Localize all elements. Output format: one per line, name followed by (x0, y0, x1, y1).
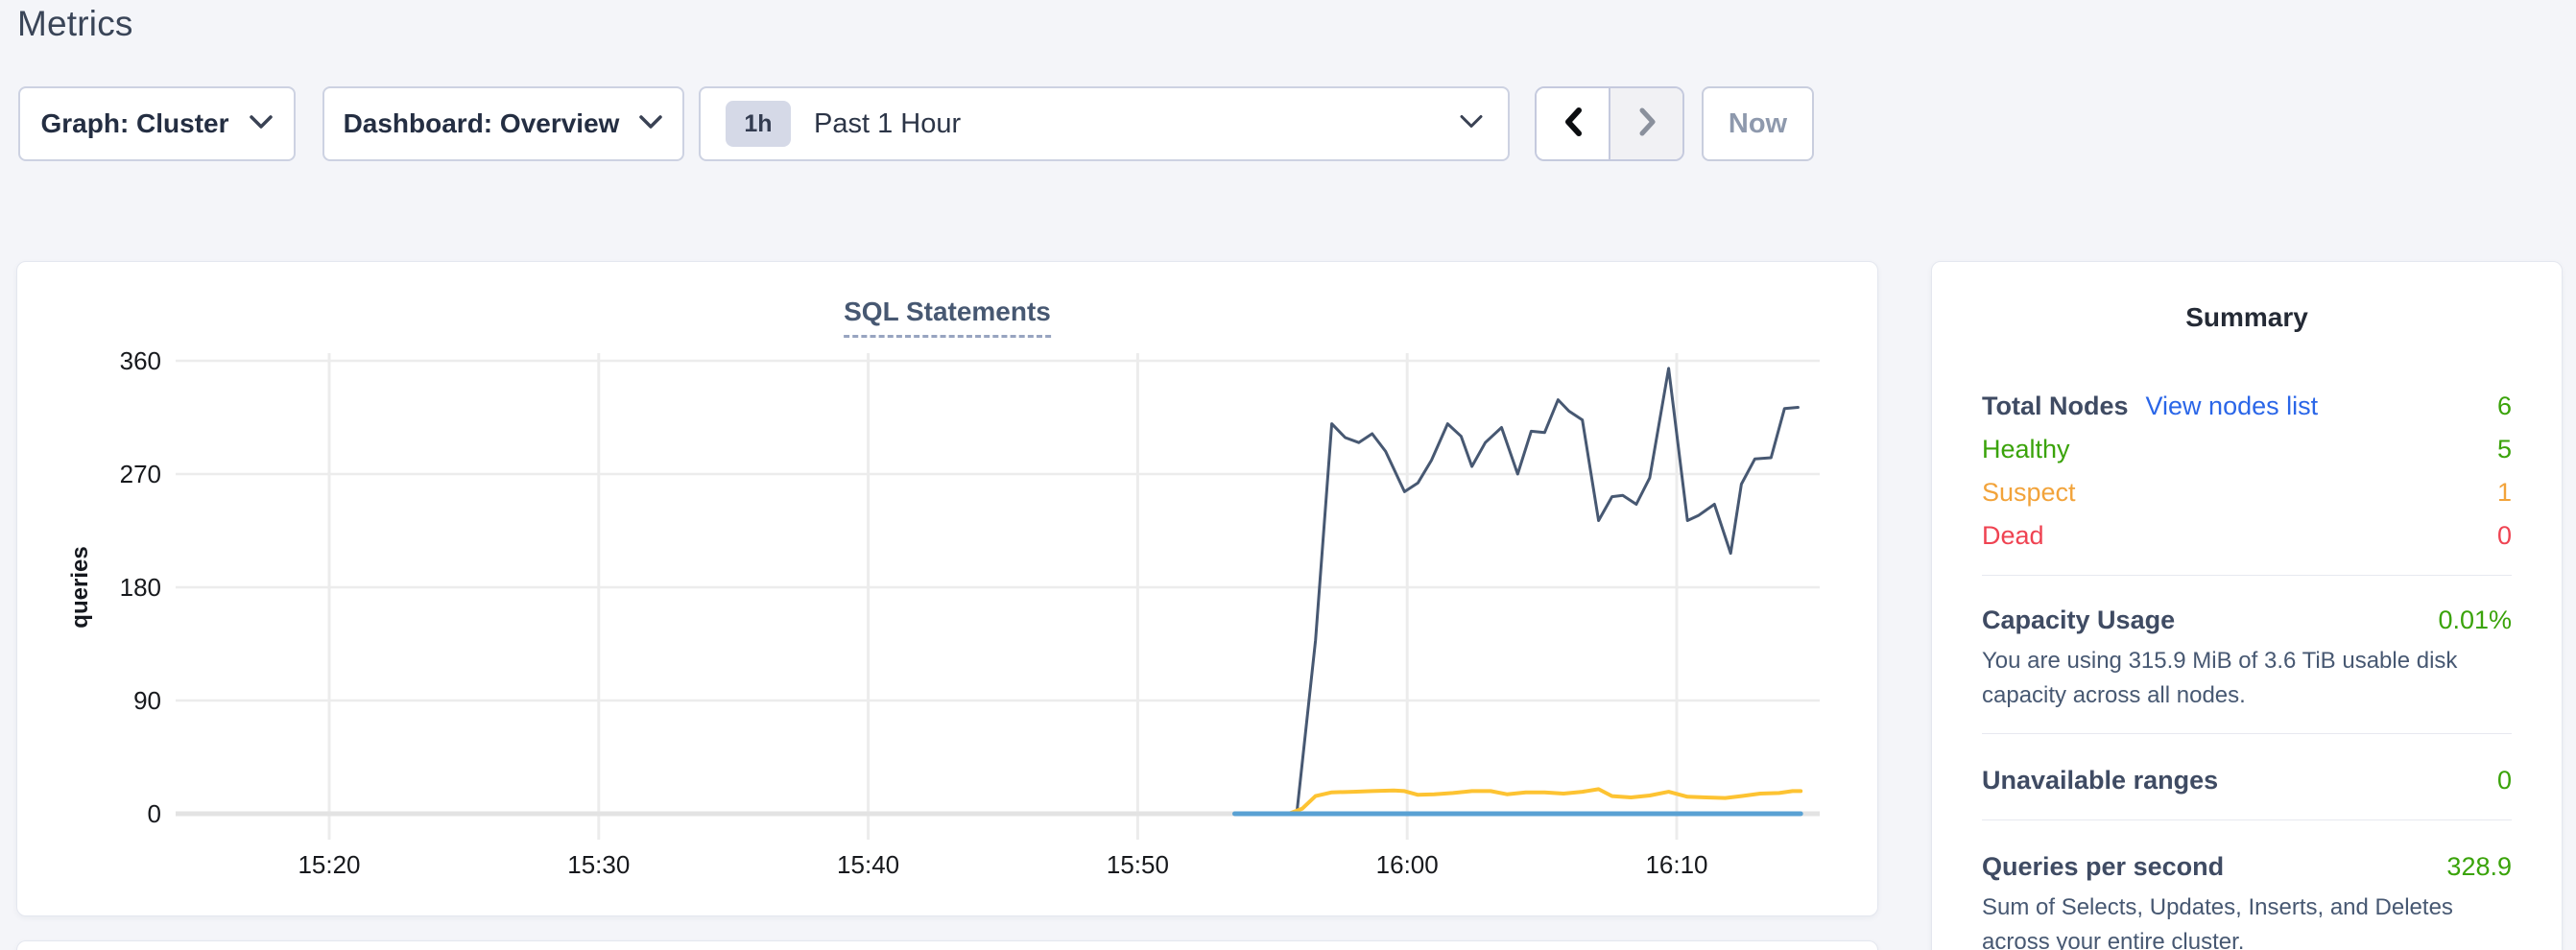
chevron-left-icon (1560, 106, 1586, 143)
time-range-dropdown[interactable]: 1h Past 1 Hour (699, 86, 1510, 161)
capacity-usage-description: You are using 315.9 MiB of 3.6 TiB usabl… (1982, 648, 2458, 708)
chart-line-series-1 (1295, 367, 1800, 816)
graph-scope-dropdown-label: Graph: Cluster (40, 108, 229, 138)
chart-line-series-2 (1286, 787, 1803, 816)
queries-per-second-value: 328.9 (2446, 852, 2512, 881)
queries-per-second-description: Sum of Selects, Updates, Inserts, and De… (1982, 894, 2453, 950)
dashboard-dropdown-label: Dashboard: Overview (343, 108, 620, 138)
y-tick-label: 90 (133, 686, 161, 715)
suspect-value: 1 (2496, 478, 2512, 507)
time-range-badge: 1h (726, 101, 791, 147)
unavailable-ranges-row: Unavailable ranges 0 (1982, 766, 2512, 795)
suspect-nodes-row: Suspect 1 (1982, 471, 2512, 514)
capacity-usage-value: 0.01% (2438, 606, 2512, 634)
time-pager (1535, 86, 1684, 161)
healthy-label: Healthy (1982, 435, 2070, 463)
chevron-down-icon (1460, 114, 1483, 133)
x-tick-label: 16:10 (1645, 850, 1707, 879)
summary-title: Summary (2185, 302, 2308, 332)
divider (1982, 819, 2512, 820)
summary-panel: Summary Total Nodes View nodes list 6 He… (1931, 261, 2563, 950)
capacity-usage-row: Capacity Usage 0.01% (1982, 606, 2512, 634)
divider (1982, 575, 2512, 576)
y-tick-label: 270 (120, 460, 161, 488)
dead-value: 0 (2496, 521, 2512, 550)
queries-per-second-row: Queries per second 328.9 (1982, 852, 2512, 881)
y-tick-label: 0 (148, 799, 161, 828)
y-tick-label: 180 (120, 573, 161, 602)
total-nodes-value: 6 (2496, 392, 2512, 420)
sql-statements-chart[interactable]: 15:20 15:30 15:40 15:50 16:00 16:10 0 90 180 270 3… (17, 262, 1879, 917)
y-tick-label: 360 (120, 346, 161, 375)
unavailable-ranges-label: Unavailable ranges (1982, 766, 2219, 795)
graph-scope-dropdown[interactable]: Graph: Cluster (18, 86, 296, 161)
healthy-nodes-row: Healthy 5 (1982, 428, 2512, 471)
unavailable-ranges-value: 0 (2496, 766, 2512, 795)
y-axis-label: queries (67, 546, 93, 628)
dead-label: Dead (1982, 521, 2044, 550)
healthy-value: 5 (2496, 435, 2512, 463)
sql-statements-chart-card: SQL Statements 15:20 15:30 15:40 15:50 16:00… (16, 261, 1878, 916)
total-nodes-row: Total Nodes View nodes list 6 (1982, 385, 2512, 428)
x-tick-label: 15:20 (298, 850, 360, 879)
divider (1982, 733, 2512, 734)
total-nodes-label: Total Nodes (1982, 392, 2129, 420)
x-tick-label: 15:40 (837, 850, 899, 879)
x-tick-label: 16:00 (1376, 850, 1439, 879)
capacity-usage-label: Capacity Usage (1982, 606, 2176, 634)
chart-title[interactable]: SQL Statements (844, 297, 1051, 338)
chevron-right-icon (1634, 106, 1660, 143)
time-range-label: Past 1 Hour (814, 107, 962, 139)
x-tick-label: 15:30 (567, 850, 630, 879)
now-button[interactable]: Now (1702, 86, 1814, 161)
previous-time-window-button[interactable] (1537, 88, 1609, 159)
x-tick-label: 15:50 (1107, 850, 1169, 879)
dashboard-dropdown[interactable]: Dashboard: Overview (322, 86, 684, 161)
chevron-down-icon (638, 114, 663, 134)
suspect-label: Suspect (1982, 478, 2076, 507)
page-title: Metrics (17, 4, 133, 43)
next-chart-card-partial (16, 940, 1878, 950)
dead-nodes-row: Dead 0 (1982, 514, 2512, 558)
chevron-down-icon (249, 114, 274, 134)
queries-per-second-label: Queries per second (1982, 852, 2225, 881)
view-nodes-list-link[interactable]: View nodes list (2145, 392, 2319, 420)
next-time-window-button-disabled[interactable] (1609, 88, 1682, 159)
